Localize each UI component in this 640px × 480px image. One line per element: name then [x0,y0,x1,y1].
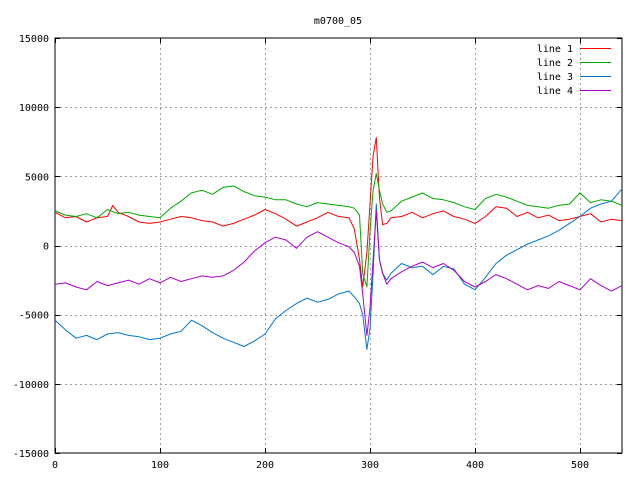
x-tick-label: 300 [361,460,379,471]
y-tick-label: 15000 [19,34,49,45]
chart-title: m0700_05 [314,16,362,27]
y-tick-label: 10000 [19,103,49,114]
legend-label: line 1 [537,44,573,55]
series-lines [54,137,623,350]
y-tick-label: 5000 [25,172,49,183]
y-tick-label: -5000 [19,311,49,322]
x-tick-label: 400 [466,460,484,471]
x-tick-label: 100 [151,460,169,471]
x-tick-label: 200 [256,460,274,471]
legend-label: line 2 [537,58,573,69]
y-tick-label: -10000 [13,380,49,391]
axis-ticks: 0 100 200 300 400 500 -15000 -10000 -5000 0 5000 10… [13,34,622,471]
grid [55,38,622,453]
legend-label: line 4 [537,86,573,97]
legend: line 1 line 2 line 3 line 4 [537,44,611,97]
y-tick-label: 0 [43,242,49,253]
series-line-1 [54,137,623,288]
y-tick-label: -15000 [13,449,49,460]
series-line-3 [54,188,623,350]
plot-frame [54,37,623,454]
series-line-4 [54,210,623,336]
x-tick-label: 0 [52,460,58,471]
series-line-2 [54,173,623,288]
x-tick-label: 500 [571,460,589,471]
legend-label: line 3 [537,72,573,83]
